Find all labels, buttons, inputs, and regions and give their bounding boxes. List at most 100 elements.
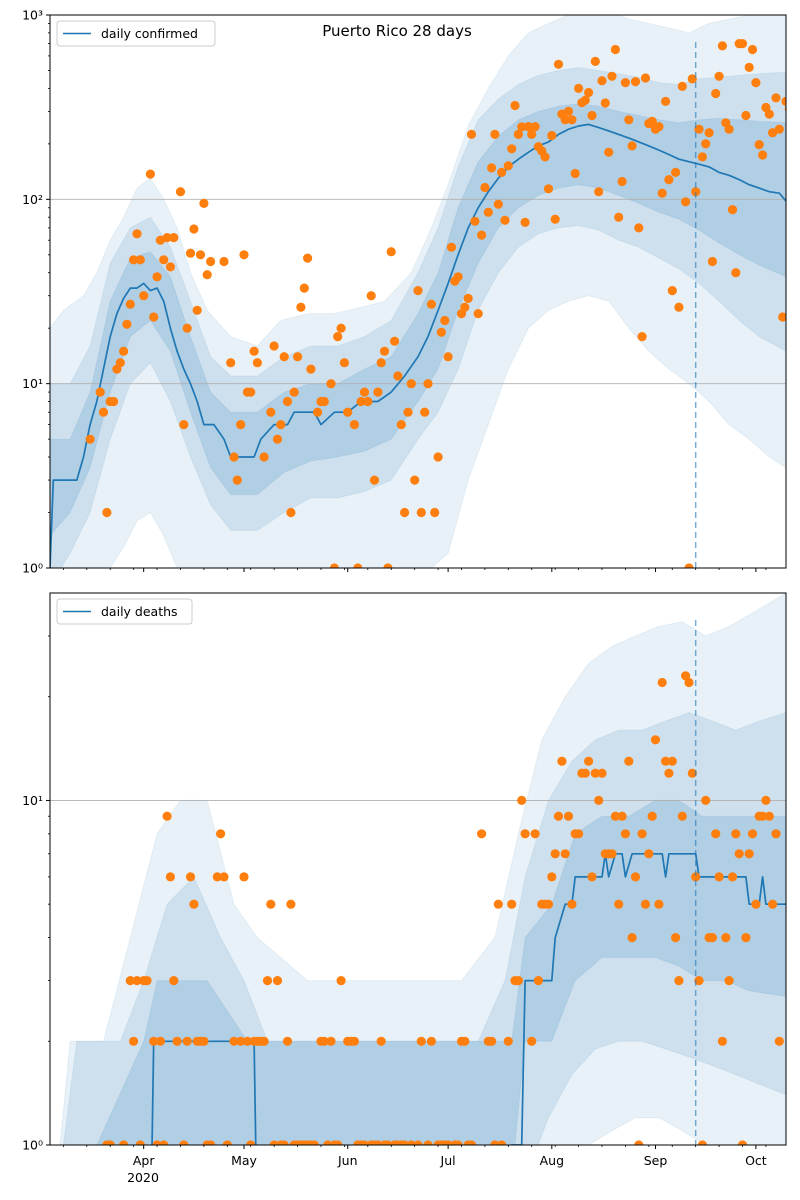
data-point bbox=[229, 1036, 239, 1046]
chart-title: Puerto Rico 28 days bbox=[322, 22, 472, 40]
y-tick-label: 10⁰ bbox=[22, 561, 43, 576]
data-point bbox=[185, 248, 196, 258]
data-point bbox=[737, 1140, 748, 1145]
data-point bbox=[727, 205, 738, 215]
data-point bbox=[122, 319, 132, 329]
data-point bbox=[671, 167, 681, 177]
data-point bbox=[751, 899, 761, 909]
data-point bbox=[774, 1036, 784, 1046]
data-point bbox=[356, 396, 366, 407]
data-point bbox=[272, 976, 283, 986]
data-point bbox=[610, 44, 621, 55]
data-point bbox=[169, 976, 179, 986]
data-point bbox=[246, 1140, 256, 1145]
data-point bbox=[627, 141, 637, 151]
data-point bbox=[413, 286, 423, 296]
data-point bbox=[293, 352, 303, 362]
data-point bbox=[453, 1140, 463, 1145]
data-point bbox=[667, 286, 677, 296]
data-point bbox=[627, 933, 637, 943]
legend-box bbox=[56, 20, 216, 47]
data-point bbox=[135, 1140, 145, 1145]
data-point bbox=[687, 768, 697, 778]
data-point bbox=[490, 129, 500, 139]
data-point bbox=[697, 1140, 707, 1145]
data-point bbox=[195, 250, 206, 260]
data-point bbox=[349, 420, 359, 430]
data-point bbox=[182, 323, 192, 333]
data-point bbox=[503, 1036, 513, 1046]
data-point bbox=[557, 756, 567, 766]
data-point bbox=[747, 44, 758, 55]
data-point bbox=[737, 39, 748, 49]
data-point bbox=[624, 115, 634, 125]
data-point bbox=[477, 230, 487, 240]
confirmed-gridlines bbox=[50, 198, 786, 385]
data-point bbox=[269, 341, 279, 351]
data-point bbox=[590, 768, 600, 778]
data-point bbox=[279, 352, 289, 362]
band-outer bbox=[59, 593, 786, 1145]
data-point bbox=[226, 358, 236, 368]
x-tick-label: Jun bbox=[337, 1153, 358, 1168]
data-point bbox=[741, 110, 751, 121]
x-tick-label: Aug bbox=[540, 1153, 564, 1168]
y-tick-label: 10² bbox=[22, 192, 43, 207]
data-point bbox=[493, 199, 503, 209]
legend-label: daily confirmed bbox=[101, 26, 198, 41]
data-point bbox=[711, 88, 721, 99]
data-point bbox=[85, 434, 95, 444]
data-point bbox=[470, 216, 480, 226]
data-point bbox=[600, 98, 610, 108]
data-point bbox=[630, 872, 641, 882]
data-point bbox=[466, 1140, 477, 1145]
data-point bbox=[563, 811, 574, 821]
data-point bbox=[741, 933, 751, 943]
x-tick-label: Oct bbox=[745, 1153, 767, 1168]
data-point bbox=[758, 150, 768, 160]
data-point bbox=[731, 268, 741, 278]
data-point bbox=[206, 1140, 216, 1145]
data-point bbox=[410, 475, 420, 485]
data-point bbox=[707, 933, 718, 943]
data-point bbox=[172, 1036, 182, 1046]
data-point bbox=[768, 899, 778, 909]
y-tick-label: 10³ bbox=[22, 8, 43, 23]
data-point bbox=[774, 124, 784, 134]
data-point bbox=[637, 829, 647, 839]
data-point bbox=[149, 1036, 159, 1046]
data-point bbox=[102, 507, 112, 518]
data-point bbox=[594, 795, 604, 806]
data-point bbox=[466, 129, 477, 139]
data-point bbox=[543, 899, 554, 909]
y-tick-label: 10¹ bbox=[22, 376, 43, 391]
data-point bbox=[460, 302, 470, 312]
data-point bbox=[744, 62, 754, 72]
data-point bbox=[286, 899, 296, 909]
data-point bbox=[530, 122, 540, 132]
data-point bbox=[731, 829, 741, 839]
data-point bbox=[533, 976, 544, 986]
data-point bbox=[553, 811, 564, 821]
series-line bbox=[50, 123, 786, 568]
data-point bbox=[333, 1140, 343, 1145]
data-point bbox=[717, 1036, 728, 1046]
data-point bbox=[517, 122, 527, 132]
data-point bbox=[169, 233, 179, 243]
data-point bbox=[165, 262, 175, 272]
data-point bbox=[109, 396, 119, 407]
data-point bbox=[764, 109, 774, 119]
deaths-y-ticks: 10⁰ 10¹ bbox=[22, 635, 50, 1153]
legend-box bbox=[56, 598, 193, 625]
data-point bbox=[165, 872, 175, 882]
data-point bbox=[299, 283, 309, 293]
data-point bbox=[517, 795, 527, 806]
deaths-legend: daily deaths bbox=[56, 598, 193, 625]
deaths-uncertainty-bands bbox=[59, 593, 786, 1145]
data-point bbox=[453, 272, 463, 282]
confirmed-line-layer bbox=[50, 123, 786, 568]
data-point bbox=[520, 829, 530, 839]
data-point bbox=[694, 976, 704, 986]
data-point bbox=[664, 768, 674, 778]
